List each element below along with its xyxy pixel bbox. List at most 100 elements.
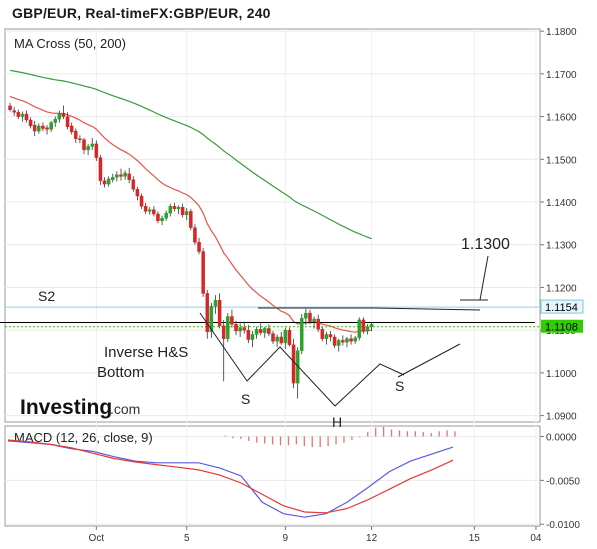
candle-body [135, 188, 140, 197]
target-label: 1.1300 [461, 236, 510, 253]
candle-body [111, 177, 115, 180]
candle [61, 105, 66, 120]
candle-body [275, 336, 279, 342]
candle [37, 123, 41, 134]
candle [78, 135, 82, 144]
candle-body [320, 329, 325, 339]
candle-body [184, 211, 189, 216]
pattern-label-line1: Inverse H&S [104, 344, 188, 361]
current-price-text: 1.1108 [545, 322, 578, 334]
candle-body [193, 227, 197, 243]
candle [164, 210, 168, 221]
candle [304, 308, 308, 326]
y-tick-label: 1.1000 [546, 369, 577, 380]
x-tick-label: 15 [469, 533, 481, 544]
candle [90, 137, 94, 150]
candle-body [57, 112, 62, 120]
candle-body [287, 329, 292, 345]
candle-body [102, 180, 107, 185]
candle [234, 320, 238, 336]
candle-body [250, 334, 255, 340]
candle [205, 290, 210, 339]
candle [82, 137, 86, 155]
candle [308, 309, 312, 325]
candle-body [176, 206, 181, 210]
candle [12, 107, 16, 116]
candle [49, 120, 53, 132]
candle [115, 171, 119, 182]
candle-body [242, 327, 247, 331]
candle [111, 173, 115, 183]
candle [324, 331, 329, 345]
pattern-drawing [199, 255, 489, 407]
ma-cross-label: MA Cross (50, 200) [14, 36, 126, 51]
candle [316, 314, 320, 332]
candle [184, 207, 189, 220]
candle-body [115, 174, 119, 178]
candle-body [45, 127, 49, 130]
candle-body [263, 328, 267, 333]
candle [160, 215, 164, 226]
y-tick-label: 1.1800 [546, 27, 577, 38]
candle-body [168, 206, 173, 214]
candle [295, 347, 300, 399]
candle [53, 116, 58, 127]
candle-body [369, 323, 374, 327]
candle [349, 334, 353, 345]
candle [246, 325, 251, 343]
candle-body [312, 318, 316, 322]
investing-logo: Investing .com [20, 396, 140, 419]
candle-body [74, 130, 78, 139]
candle-body [12, 110, 16, 113]
candle [271, 331, 275, 344]
candle-body [82, 139, 86, 151]
candle [86, 143, 90, 156]
candle-body [341, 340, 345, 343]
x-tick-label: 04 [530, 533, 542, 544]
candle-body [98, 157, 103, 181]
candle-body [201, 251, 205, 294]
candle-body [279, 336, 283, 344]
candle [209, 302, 214, 338]
candle-body [291, 344, 296, 384]
candle [24, 110, 29, 123]
candle [353, 336, 357, 344]
candle-body [65, 116, 70, 128]
s2-price-box [540, 299, 584, 314]
candle-body [28, 119, 33, 127]
candle [312, 316, 316, 329]
candle-body [123, 172, 127, 177]
target-line-right [371, 307, 481, 311]
candle-body [78, 138, 82, 140]
candle-body [283, 329, 288, 344]
left-shoulder-label: S [241, 391, 250, 407]
logo-brand: Investing [20, 396, 112, 419]
chart-title: GBP/EUR, Real-timeFX:GBP/EUR, 240 [12, 5, 271, 21]
candle [287, 327, 292, 347]
candle [119, 168, 123, 181]
signal-line [7, 439, 454, 514]
candle [94, 140, 99, 161]
candle-body [221, 325, 226, 339]
candle-body [160, 218, 164, 222]
right-shoulder-label: S [395, 378, 404, 394]
candle-body [332, 336, 337, 346]
macd-tick-label: -0.0100 [546, 520, 580, 531]
candle [98, 155, 103, 185]
right-trendline [397, 343, 461, 378]
candle [127, 167, 131, 184]
candle [180, 203, 185, 218]
candle-body [357, 319, 362, 339]
head-shoulders-outline [199, 312, 405, 407]
candle [123, 170, 127, 180]
candle [291, 338, 296, 389]
candle-body [345, 338, 349, 343]
candle [106, 176, 111, 187]
candle-body [304, 312, 308, 319]
y-tick-label: 1.1600 [546, 113, 577, 124]
candle-body [234, 323, 238, 332]
candle [135, 186, 140, 201]
candle [230, 309, 234, 328]
price-gridlines [5, 29, 540, 526]
